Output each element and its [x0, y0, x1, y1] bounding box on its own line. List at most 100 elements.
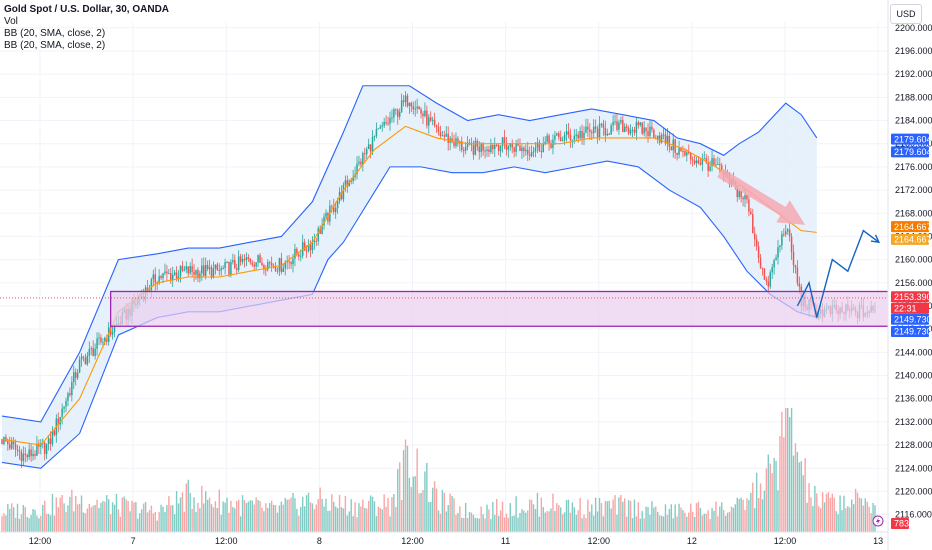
volume-bar — [699, 507, 702, 532]
candle-body — [794, 265, 797, 268]
volume-bar — [688, 512, 690, 532]
volume-bar — [251, 500, 253, 532]
volume-bar — [369, 495, 372, 532]
volume-bar — [561, 514, 564, 532]
candle-body — [457, 138, 459, 144]
volume-bar — [412, 476, 414, 532]
candle-body — [175, 272, 178, 279]
candle-body — [606, 133, 609, 136]
volume-bar — [810, 497, 812, 532]
volume-bar — [354, 502, 356, 532]
volume-bar — [102, 500, 104, 532]
volume-bar — [294, 498, 296, 532]
volume-bar — [249, 500, 252, 532]
candle-body — [763, 268, 766, 280]
candle-body — [752, 214, 754, 234]
candle-body — [635, 122, 638, 133]
volume-bar — [790, 408, 793, 532]
volume-bar — [49, 515, 52, 532]
candle-body — [445, 133, 448, 137]
volume-bar — [856, 492, 859, 532]
volume-bar — [395, 506, 397, 532]
candle-body — [168, 273, 170, 275]
volume-bar — [416, 448, 418, 532]
candle-body — [412, 106, 415, 110]
time-tick-label: 8 — [317, 536, 322, 546]
volume-bar — [206, 499, 209, 532]
volume-bar — [732, 507, 735, 532]
candle-body — [573, 135, 576, 140]
volume-bar — [761, 499, 764, 532]
volume-bar — [777, 490, 779, 532]
volume-bar — [536, 492, 539, 532]
candle-body — [43, 442, 46, 454]
volume-bar — [447, 504, 449, 532]
volume-bar — [71, 489, 73, 532]
candle-body — [162, 273, 164, 279]
volume-bar — [290, 497, 292, 532]
price-tag-label: 2164.667 — [894, 222, 932, 232]
volume-bar — [286, 499, 288, 532]
volume-bar — [69, 496, 71, 532]
candle-body — [26, 454, 28, 458]
candle-body — [226, 262, 228, 264]
candle-body — [296, 248, 298, 255]
candle-body — [342, 184, 345, 200]
candle-body — [218, 270, 221, 272]
candle-body — [571, 139, 574, 141]
candle-body — [769, 272, 771, 287]
volume-bar — [75, 495, 77, 532]
candle-body — [402, 100, 405, 103]
volume-bar — [724, 515, 727, 532]
candle-body — [24, 453, 27, 455]
volume-bar — [577, 510, 579, 532]
volume-bar — [792, 455, 795, 532]
candle-body — [9, 444, 11, 449]
candle-body — [340, 191, 343, 200]
volume-bar — [860, 498, 863, 532]
candle-body — [503, 137, 506, 144]
candle-body — [331, 205, 333, 207]
candle-body — [433, 119, 436, 126]
candle-body — [753, 233, 756, 240]
price-tick-label: 2124.000 — [895, 463, 932, 473]
candle-body — [150, 279, 153, 291]
volume-bar — [265, 503, 267, 532]
bollinger-band-label-2[interactable]: BB (20, SMA, close, 2) — [4, 40, 106, 51]
volume-bar — [309, 502, 312, 532]
bollinger-band-label-1[interactable]: BB (20, SMA, close, 2) — [4, 28, 106, 39]
candle-body — [583, 132, 585, 139]
volume-tag-label: 783 — [894, 519, 909, 529]
volume-bar — [154, 512, 156, 532]
candle-body — [270, 262, 273, 266]
candle-body — [612, 121, 614, 126]
candle-body — [651, 126, 653, 130]
symbol-title[interactable]: Gold Spot / U.S. Dollar, 30, OANDA — [4, 4, 170, 15]
currency-button[interactable]: USD — [890, 4, 922, 24]
volume-bar — [321, 498, 323, 532]
candle-body — [622, 120, 624, 133]
volume-bar — [670, 504, 672, 532]
volume-bar — [208, 497, 211, 532]
volume-bar — [323, 506, 325, 532]
candle-body — [693, 160, 696, 164]
price-tick-label: 2128.000 — [895, 440, 932, 450]
volume-indicator-label[interactable]: Vol — [4, 16, 18, 27]
candle-body — [267, 262, 269, 270]
candle-body — [371, 136, 374, 152]
candle-body — [439, 131, 442, 136]
candle-body — [177, 276, 180, 279]
volume-bar — [261, 507, 263, 532]
volume-bar — [523, 510, 525, 532]
volume-bar — [146, 512, 149, 532]
candle-body — [536, 142, 539, 148]
volume-bar — [160, 504, 162, 532]
candle-body — [614, 121, 616, 123]
candle-body — [51, 430, 54, 445]
volume-bar — [608, 500, 610, 532]
candle-body — [298, 254, 300, 257]
price-tag — [891, 146, 929, 158]
candle-body — [701, 158, 704, 165]
